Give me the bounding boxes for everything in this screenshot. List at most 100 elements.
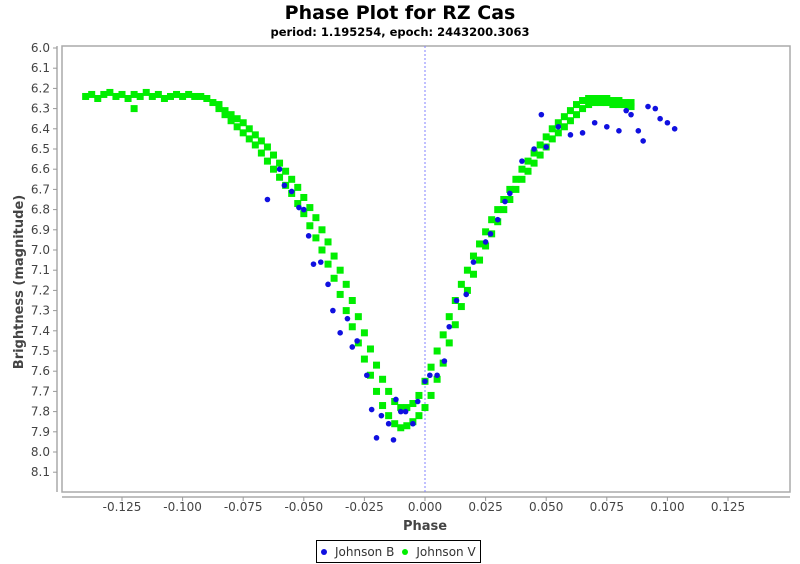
- y-tick-label: 7.0: [31, 243, 50, 257]
- johnson-v-point: [488, 216, 496, 224]
- plot-area: [61, 45, 791, 493]
- johnson-v-point: [94, 95, 102, 102]
- johnson-v-point: [506, 196, 514, 203]
- johnson-b-point: [579, 130, 586, 136]
- johnson-v-point: [251, 131, 259, 139]
- y-tick-label: 6.0: [31, 41, 50, 55]
- johnson-v-point: [451, 321, 459, 329]
- johnson-v-point: [560, 113, 568, 121]
- johnson-v-point: [591, 95, 599, 102]
- johnson-v-point: [154, 90, 162, 98]
- johnson-v-point: [603, 99, 611, 107]
- johnson-v-point: [597, 95, 605, 102]
- johnson-v-point: [579, 105, 587, 113]
- johnson-b-point: [397, 408, 404, 415]
- johnson-v-point: [173, 90, 181, 98]
- johnson-b-point: [543, 144, 549, 150]
- johnson-b-point: [616, 128, 622, 134]
- johnson-v-point: [227, 117, 235, 125]
- johnson-v-point: [512, 185, 520, 193]
- johnson-b-point: [567, 132, 574, 138]
- x-tick-label: 0.100: [650, 500, 684, 514]
- johnson-v-point: [294, 200, 302, 208]
- johnson-b-point: [446, 323, 453, 330]
- johnson-v-point: [148, 92, 156, 100]
- y-tick-label: 6.2: [31, 81, 50, 95]
- johnson-b-point: [310, 261, 317, 267]
- johnson-v-point: [336, 266, 344, 274]
- johnson-v-point: [294, 183, 302, 191]
- johnson-v-point: [579, 97, 587, 105]
- johnson-b-point: [628, 111, 634, 118]
- johnson-v-point: [427, 391, 435, 399]
- johnson-v-point: [391, 420, 399, 428]
- johnson-b-point: [487, 231, 494, 237]
- johnson-v-point: [403, 422, 411, 430]
- johnson-b-point: [427, 372, 433, 379]
- johnson-b-point: [402, 408, 409, 415]
- johnson-b-point: [441, 358, 448, 364]
- johnson-v-point: [233, 115, 241, 123]
- johnson-v-point: [312, 234, 320, 242]
- johnson-v-point: [336, 290, 344, 298]
- johnson-v-point: [215, 105, 223, 113]
- johnson-v-point: [500, 206, 508, 214]
- johnson-v-point: [318, 226, 326, 234]
- johnson-v-point: [124, 95, 132, 102]
- johnson-b-point: [281, 182, 288, 189]
- johnson-b-point: [640, 138, 646, 144]
- y-tick-label: 7.3: [31, 304, 50, 318]
- johnson-v-point: [621, 101, 629, 109]
- phase-plot: 6.0 6.1 6.2 6.3 6.4 6.5 6.6 6.7 6.8 6.9 7.0 7.1 7.2 7…: [12, 41, 791, 534]
- legend-label: Johnson B: [335, 544, 395, 559]
- johnson-v-point: [476, 256, 484, 264]
- johnson-b-point: [519, 158, 525, 164]
- y-tick-label: 6.5: [31, 142, 50, 156]
- chart-title: Phase Plot for RZ Cas: [284, 2, 516, 24]
- johnson-v-point: [354, 313, 362, 321]
- johnson-b-point: [337, 330, 343, 336]
- johnson-v-point: [445, 339, 453, 347]
- johnson-v-point: [482, 242, 490, 250]
- johnson-v-point: [185, 90, 193, 98]
- johnson-v-point: [88, 90, 96, 98]
- johnson-b-point: [414, 398, 421, 405]
- y-tick-label: 7.5: [31, 344, 50, 358]
- johnson-b-point: [657, 115, 663, 122]
- x-tick-label: -0.075: [224, 500, 263, 514]
- johnson-v-point: [348, 323, 356, 331]
- johnson-v-point: [263, 157, 271, 165]
- johnson-b-point: [385, 420, 392, 427]
- johnson-v-point: [603, 95, 611, 102]
- johnson-v-point: [591, 99, 599, 107]
- johnson-v-point: [554, 119, 562, 127]
- johnson-b-point: [344, 315, 351, 322]
- johnson-v-point: [585, 101, 593, 109]
- johnson-v-point: [385, 412, 393, 420]
- johnson-b-point: [378, 412, 385, 419]
- johnson-v-point: [233, 123, 241, 131]
- johnson-v-point: [373, 361, 381, 369]
- johnson-v-point: [197, 92, 205, 100]
- x-tick-label: 0.000: [408, 500, 442, 514]
- johnson-b-point: [635, 128, 642, 134]
- johnson-v-point: [191, 92, 199, 100]
- johnson-v-point: [397, 404, 405, 412]
- johnson-v-point: [585, 95, 593, 102]
- y-tick-label: 8.0: [31, 445, 50, 459]
- johnson-v-point: [469, 252, 477, 260]
- johnson-b-point: [434, 372, 440, 379]
- johnson-v-point: [457, 303, 465, 311]
- johnson-v-point: [257, 149, 265, 157]
- johnson-v-point: [463, 266, 471, 274]
- johnson-v-point: [573, 101, 580, 109]
- johnson-v-point: [518, 165, 526, 173]
- johnson-v-point: [566, 117, 574, 125]
- johnson-v-point: [548, 135, 556, 143]
- johnson-v-point: [215, 101, 223, 109]
- x-tick-label: -0.050: [284, 500, 323, 514]
- johnson-b-point: [502, 198, 508, 205]
- johnson-b-point: [470, 259, 477, 265]
- johnson-v-point: [300, 210, 308, 218]
- johnson-b-point: [652, 105, 659, 112]
